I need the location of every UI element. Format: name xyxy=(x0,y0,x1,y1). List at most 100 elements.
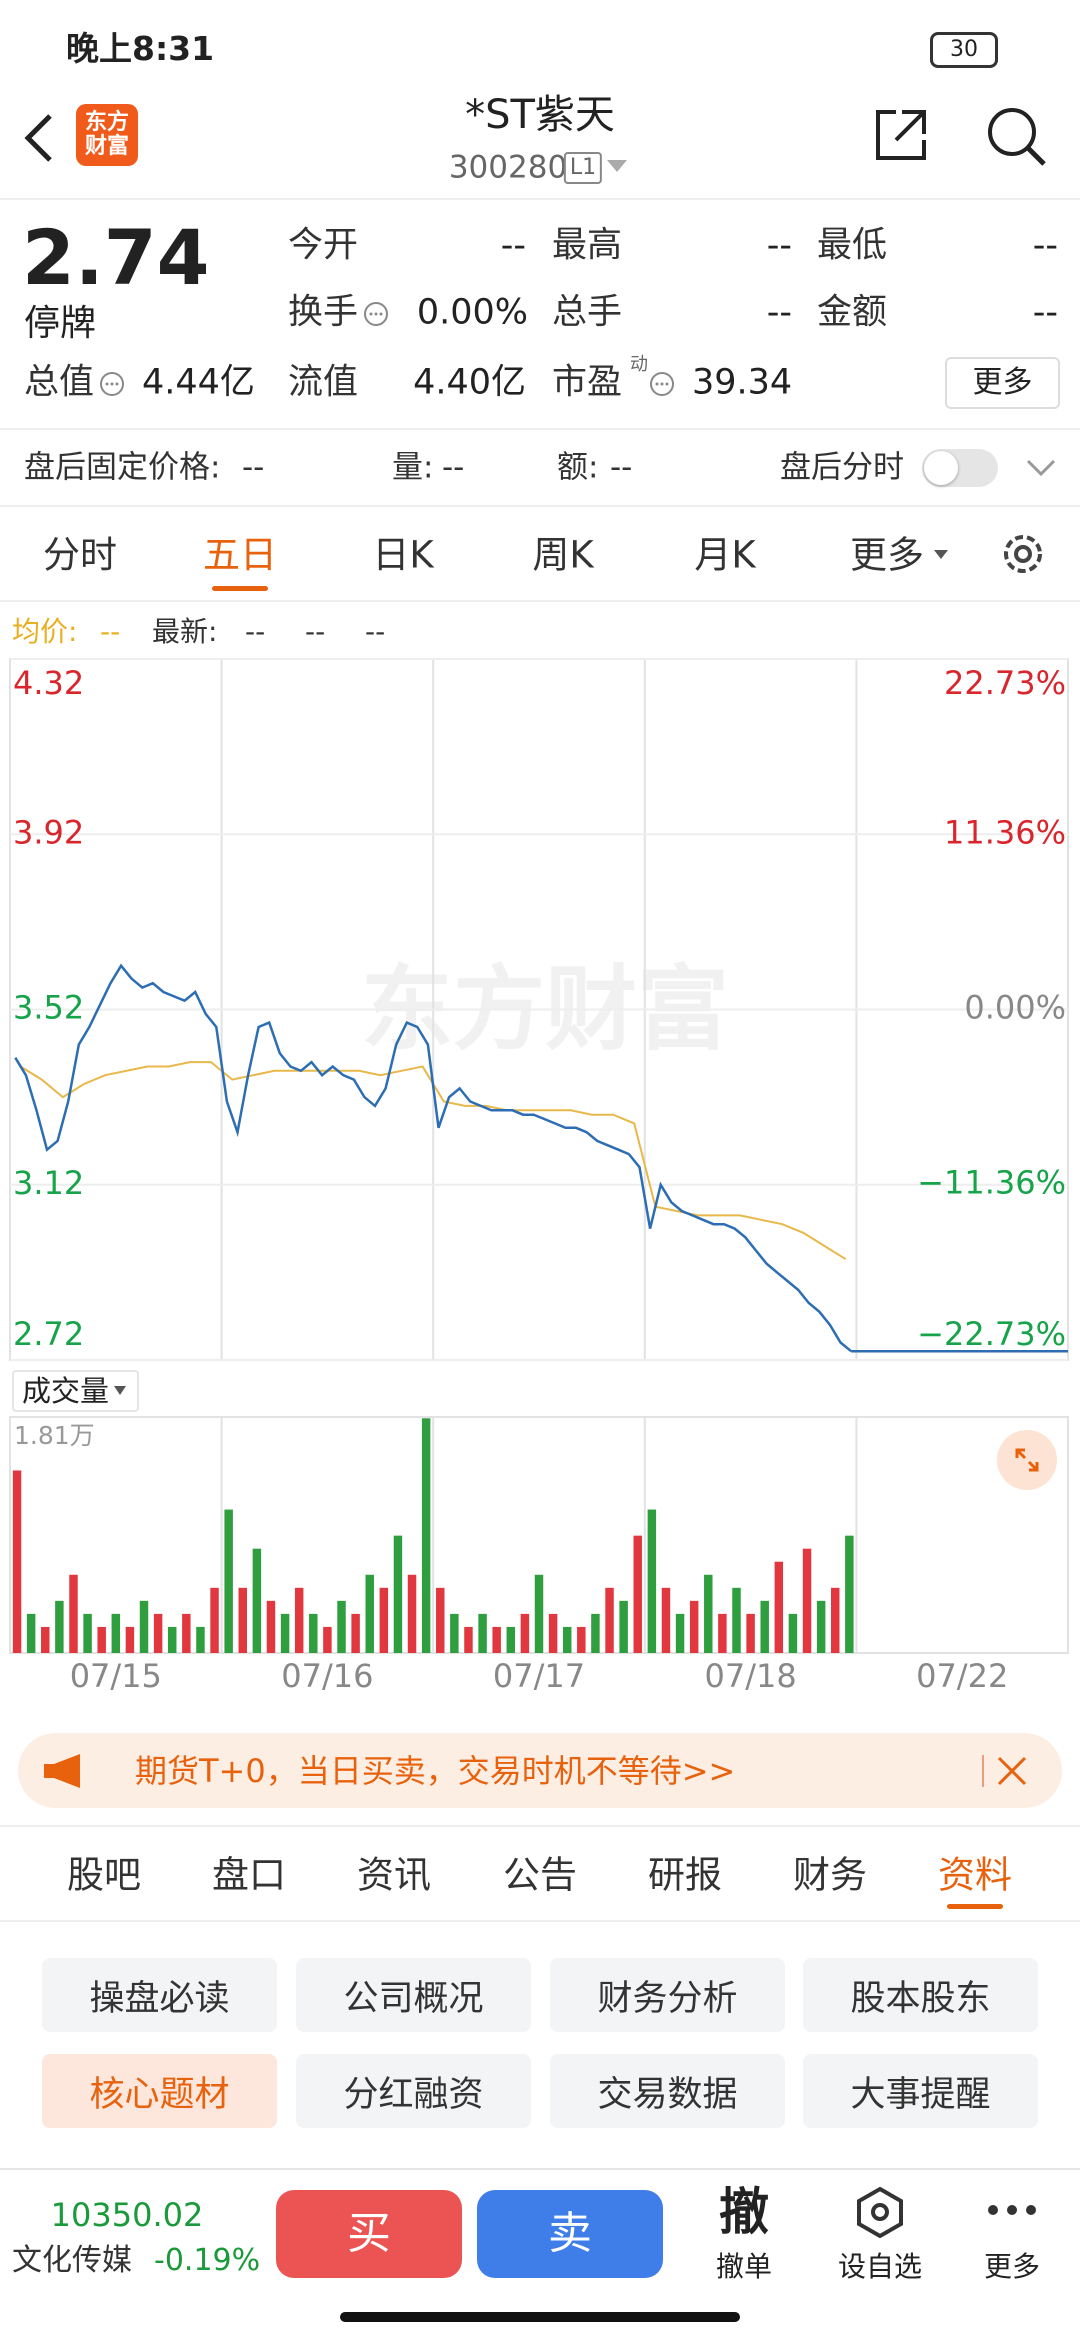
volume-bar xyxy=(478,1613,487,1653)
watermark: 东方财富 xyxy=(360,956,730,1063)
legend-avg-label: 均价: xyxy=(12,615,78,648)
fullscreen-button[interactable] xyxy=(997,1430,1057,1490)
field-label: 总手 xyxy=(552,292,623,333)
index-value: 10350.02 xyxy=(50,2196,204,2234)
volume-bar xyxy=(605,1587,614,1653)
home-indicator xyxy=(340,2312,740,2322)
volume-bar xyxy=(365,1574,374,1653)
volume-bar xyxy=(252,1548,262,1653)
y-tick-label: 3.12 xyxy=(13,1164,84,1202)
index-name: 文化传媒 xyxy=(12,2243,132,2278)
logo-text: 东方 xyxy=(84,109,129,135)
field-label: 今开 xyxy=(288,225,359,266)
volume-bar xyxy=(520,1613,530,1653)
info-button[interactable]: 股本股东 xyxy=(803,1958,1038,2032)
field-label: 总值 xyxy=(24,362,95,403)
divider xyxy=(0,198,1080,200)
volume-bar xyxy=(802,1548,812,1653)
info-button-active[interactable]: 核心题材 xyxy=(42,2054,277,2128)
volume-bar xyxy=(436,1587,445,1653)
indicator-label: 成交量 xyxy=(22,1373,110,1408)
promo-banner[interactable] xyxy=(18,1733,1062,1808)
volume-bar xyxy=(704,1574,713,1653)
nav-tab[interactable]: 研报 xyxy=(648,1853,722,1897)
cancel-icon[interactable]: 撤 xyxy=(719,2183,769,2241)
field-value: 39.34 xyxy=(692,362,793,403)
search-button[interactable] xyxy=(984,104,1050,170)
more-icon[interactable] xyxy=(985,2200,1039,2220)
volume-bar xyxy=(41,1626,50,1653)
back-button[interactable] xyxy=(20,110,60,166)
info-button[interactable]: 公司概况 xyxy=(296,1958,531,2032)
watchlist-icon[interactable] xyxy=(855,2186,905,2238)
status-time: 晚上8:31 xyxy=(66,29,215,68)
trade-status: 停牌 xyxy=(24,303,97,344)
share-button[interactable] xyxy=(872,106,930,164)
info-icon[interactable] xyxy=(648,370,676,398)
volume-bar xyxy=(379,1587,389,1653)
volume-bar xyxy=(351,1613,360,1653)
volume-bar xyxy=(280,1613,290,1653)
nav-tab[interactable]: 公告 xyxy=(503,1853,577,1897)
info-button[interactable]: 操盘必读 xyxy=(42,1958,277,2032)
nav-tab[interactable]: 股吧 xyxy=(67,1853,141,1897)
nav-tab-active[interactable]: 资料 xyxy=(938,1853,1012,1897)
field-label: 金额 xyxy=(817,292,888,333)
expand-chevron[interactable] xyxy=(1025,458,1057,478)
info-button[interactable]: 交易数据 xyxy=(550,2054,785,2128)
volume-bar xyxy=(760,1600,769,1653)
volume-bar xyxy=(167,1626,177,1653)
more-button[interactable]: 更多 xyxy=(945,357,1060,409)
volume-bar xyxy=(732,1587,741,1653)
promo-text[interactable]: 期货T+0，当日买卖，交易时机不等待>> xyxy=(135,1752,736,1790)
close-button[interactable] xyxy=(996,1755,1028,1787)
volume-bar xyxy=(224,1509,233,1653)
stock-code: 300280 xyxy=(448,149,568,186)
buy-button[interactable]: 买 xyxy=(276,2190,462,2278)
info-button[interactable]: 大事提醒 xyxy=(803,2054,1038,2128)
nav-tab[interactable]: 盘口 xyxy=(212,1853,286,1897)
chart-tab[interactable]: 分时 xyxy=(43,533,117,577)
legend-latest-value: -- xyxy=(305,615,326,648)
info-icon[interactable] xyxy=(98,370,126,398)
info-icon[interactable] xyxy=(362,300,390,328)
y2-tick-label: 11.36% xyxy=(944,813,1066,851)
chart-tab[interactable]: 月K xyxy=(694,533,756,577)
action-label[interactable]: 撤单 xyxy=(715,2250,773,2283)
chart-tab[interactable]: 周K xyxy=(532,533,594,577)
action-label[interactable]: 更多 xyxy=(983,2250,1041,2283)
field-value: -- xyxy=(1032,292,1058,333)
volume-bar xyxy=(337,1600,346,1653)
volume-bar xyxy=(210,1587,219,1653)
info-button[interactable]: 分红融资 xyxy=(296,2054,531,2128)
y-tick-label: 2.72 xyxy=(13,1315,84,1353)
settings-button[interactable] xyxy=(997,528,1049,580)
nav-tab[interactable]: 资讯 xyxy=(357,1853,431,1897)
chart-tab[interactable]: 更多 xyxy=(850,533,924,577)
field-label: 流值 xyxy=(288,362,359,403)
volume-bar xyxy=(534,1574,544,1653)
legend-latest-value: -- xyxy=(365,615,386,648)
indicator-select[interactable]: 成交量 xyxy=(12,1370,140,1412)
chart-tab-active[interactable]: 五日 xyxy=(203,533,277,577)
volume-bar xyxy=(591,1613,600,1653)
volume-bar xyxy=(450,1613,459,1653)
divider xyxy=(0,2168,1080,2170)
level-badge[interactable]: L1 xyxy=(563,152,603,184)
info-button[interactable]: 财务分析 xyxy=(550,1958,785,2032)
action-label[interactable]: 设自选 xyxy=(837,2250,923,2283)
field-label: 市盈 xyxy=(552,362,623,403)
plot-frame xyxy=(9,1416,1069,1654)
sell-button[interactable]: 卖 xyxy=(477,2190,663,2278)
chart-tab[interactable]: 日K xyxy=(372,533,434,577)
logo-text: 财富 xyxy=(84,134,129,159)
nav-tab[interactable]: 财务 xyxy=(793,1853,867,1897)
after-hours-label: 额: xyxy=(557,449,599,486)
after-hours-toggle-label: 盘后分时 xyxy=(780,449,904,486)
divider xyxy=(0,600,1080,602)
y-tick-label: 3.92 xyxy=(13,813,84,851)
toggle[interactable] xyxy=(922,449,998,487)
volume-bar xyxy=(69,1574,78,1653)
after-hours-value: -- xyxy=(442,449,465,486)
x-tick-label: 07/17 xyxy=(493,1657,585,1695)
